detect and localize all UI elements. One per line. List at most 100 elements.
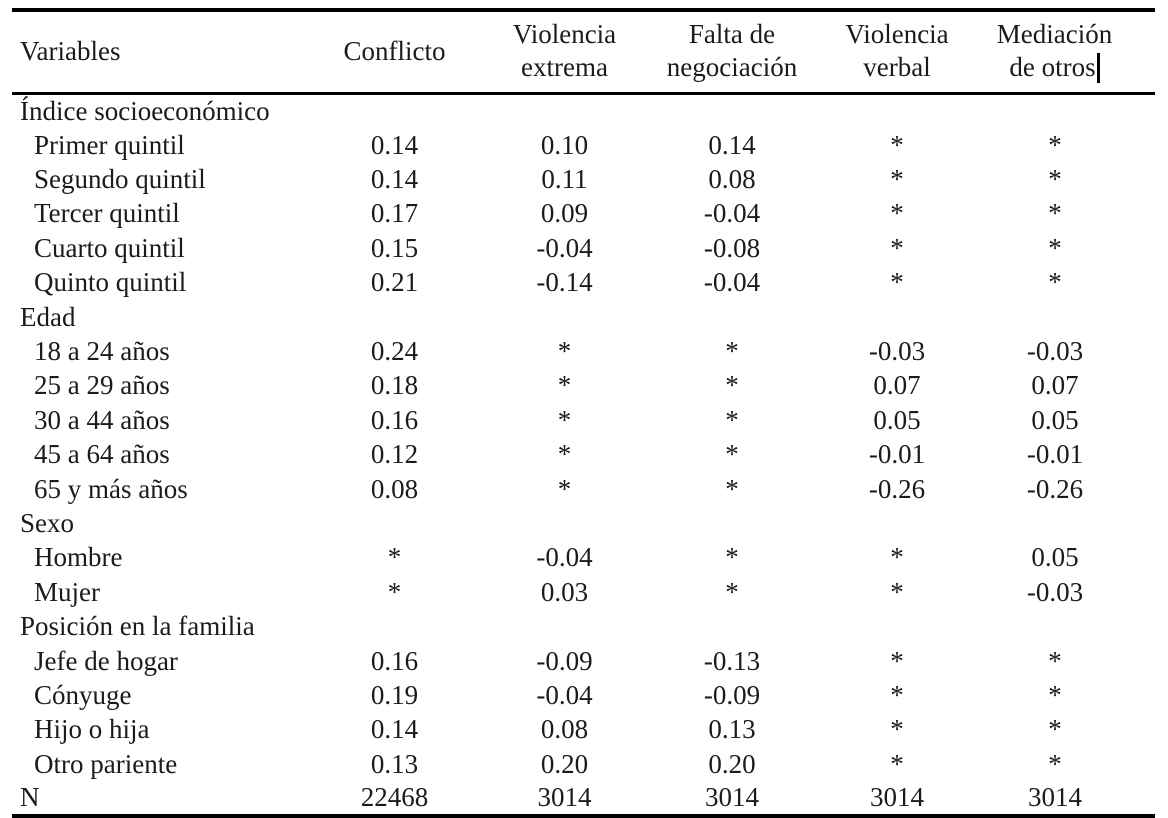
row-label: Edad	[20, 301, 76, 332]
cell-value: 0.14	[370, 164, 419, 195]
cell-value	[652, 609, 812, 643]
cell-value: *	[890, 164, 904, 195]
table-row: Cónyuge 0.19 -0.04 -0.09 * *	[12, 678, 1155, 712]
section-row: Edad	[12, 300, 1155, 334]
cell-value	[982, 94, 1155, 129]
cell-value: -0.08	[703, 232, 761, 263]
cell-value: 0.10	[540, 129, 589, 160]
row-label: Posición en la familia	[20, 611, 255, 642]
section-row: Sexo	[12, 506, 1155, 540]
cell-value: 0.07	[873, 370, 921, 401]
cell-value: -0.03	[1026, 576, 1084, 607]
row-label: 30 a 44 años	[34, 404, 170, 435]
table-row: Cuarto quintil 0.15 -0.04 -0.08 * *	[12, 231, 1155, 265]
row-label: Sexo	[20, 507, 74, 538]
cell-value: *	[890, 748, 904, 779]
cell-value: *	[890, 679, 904, 710]
statistics-table: Variables Conflicto Violencia extrema Fa…	[12, 8, 1155, 818]
cell-value: *	[725, 336, 739, 367]
cell-value: *	[725, 542, 739, 573]
cell-value: -0.01	[868, 439, 926, 470]
table-row: 65 y más años 0.08 * * -0.26 -0.26	[12, 472, 1155, 506]
cell-value: 0.09	[540, 198, 589, 229]
row-label: 45 a 64 años	[34, 439, 170, 470]
table-row: Jefe de hogar 0.16 -0.09 -0.13 * *	[12, 644, 1155, 678]
row-label: N	[20, 782, 40, 813]
cell-value: *	[890, 542, 904, 573]
column-header-mediacion-de-otros: Mediación de otros	[982, 10, 1155, 95]
cell-value: 0.21	[370, 267, 419, 298]
cell-value: *	[1048, 198, 1062, 229]
cell-value: *	[725, 576, 739, 607]
cell-value: *	[557, 439, 572, 470]
cell-value: 0.05	[1031, 404, 1079, 435]
cell-value: 0.13	[708, 714, 756, 745]
cell-value: *	[557, 336, 572, 367]
cell-value: -0.01	[1026, 439, 1084, 470]
cell-value: -0.09	[703, 679, 761, 710]
cell-value: 3014	[537, 782, 592, 813]
cell-value: *	[890, 576, 904, 607]
row-label: Cónyuge	[34, 679, 132, 710]
cell-value: 22468	[360, 782, 429, 813]
cell-value: 3014	[870, 782, 924, 813]
table-row: 18 a 24 años 0.24 * * -0.03 -0.03	[12, 334, 1155, 368]
section-row: Posición en la familia	[12, 609, 1155, 643]
table-row: 25 a 29 años 0.18 * * 0.07 0.07	[12, 369, 1155, 403]
cell-value: 0.20	[540, 748, 589, 779]
row-label: Índice socioeconómico	[20, 96, 270, 126]
cell-value	[477, 609, 652, 643]
column-header-violencia-extrema: Violencia extrema	[477, 10, 652, 95]
cell-value: *	[890, 267, 904, 298]
row-label: Quinto quintil	[34, 267, 187, 298]
row-label: 65 y más años	[34, 473, 188, 504]
cell-value	[812, 506, 982, 540]
cell-value: 0.08	[708, 164, 756, 195]
column-header-mediacion-label: Mediación de otros	[996, 19, 1113, 82]
cell-value: 0.11	[541, 164, 588, 195]
table-body: Índice socioeconómico Primer quintil 0.14 0…	[12, 94, 1155, 817]
table-row: Tercer quintil 0.17 0.09 -0.04 * *	[12, 197, 1155, 231]
column-header-falta-de-negociacion: Falta de negociación	[652, 10, 812, 95]
cell-value: *	[890, 198, 904, 229]
row-label: Hombre	[34, 542, 123, 573]
row-label: 25 a 29 años	[34, 370, 170, 401]
cell-value: 0.14	[370, 129, 419, 160]
cell-value: -0.04	[703, 267, 761, 298]
cell-value: *	[725, 439, 739, 470]
cell-value: *	[557, 404, 572, 435]
cell-value: -0.04	[536, 679, 593, 710]
cell-value: -0.26	[1026, 473, 1084, 504]
cell-value: 0.15	[370, 232, 419, 263]
cell-value: -0.14	[536, 267, 593, 298]
row-label: Cuarto quintil	[34, 232, 185, 263]
cell-value	[982, 300, 1155, 334]
cell-value: *	[1048, 645, 1062, 676]
cell-value: *	[557, 370, 572, 401]
cell-value: *	[387, 542, 402, 573]
total-row: N 22468 3014 3014 3014 3014	[12, 781, 1155, 816]
row-label: 18 a 24 años	[34, 336, 170, 367]
cell-value: 0.14	[708, 129, 756, 160]
cell-value: 3014	[1028, 782, 1082, 813]
cell-value: -0.26	[868, 473, 926, 504]
cell-value	[812, 609, 982, 643]
cell-value: 0.07	[1031, 370, 1079, 401]
cell-value: *	[387, 576, 402, 607]
cell-value: 0.20	[708, 748, 756, 779]
cell-value: *	[1048, 129, 1062, 160]
cell-value: *	[890, 232, 904, 263]
cell-value: 0.14	[370, 714, 419, 745]
cell-value: *	[1048, 267, 1062, 298]
cell-value: 0.16	[370, 645, 419, 676]
cell-value: -0.13	[703, 645, 761, 676]
table-row: Primer quintil 0.14 0.10 0.14 * *	[12, 128, 1155, 162]
table-header: Variables Conflicto Violencia extrema Fa…	[12, 10, 1155, 95]
table-row: Otro pariente 0.13 0.20 0.20 * *	[12, 747, 1155, 781]
cell-value: 0.12	[370, 439, 419, 470]
column-header-variables: Variables	[12, 10, 312, 95]
cell-value	[652, 506, 812, 540]
cell-value	[982, 506, 1155, 540]
cell-value	[312, 609, 477, 643]
